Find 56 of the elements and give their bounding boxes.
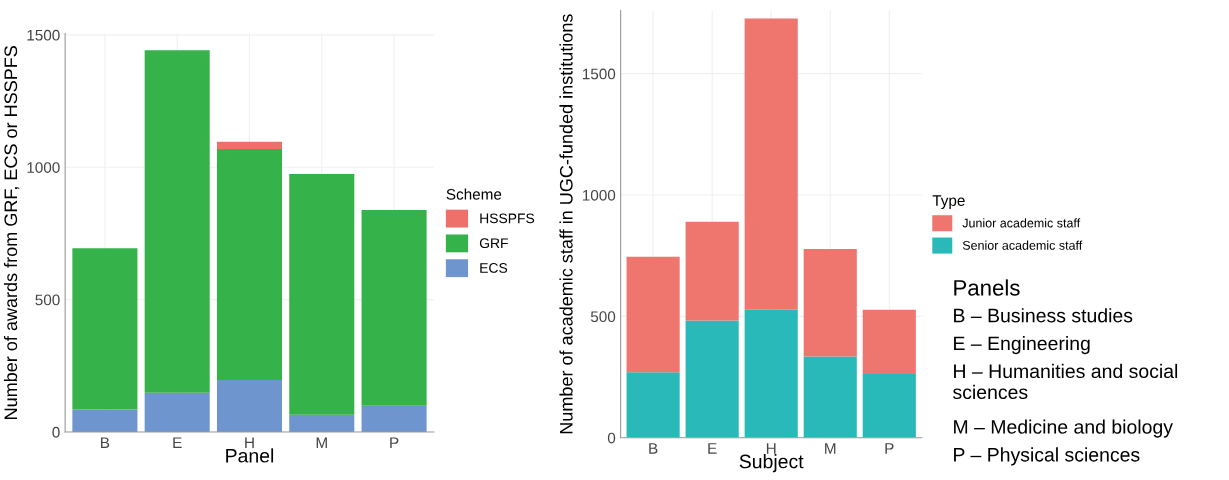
bar — [289, 173, 355, 415]
bar — [361, 405, 427, 432]
legend-title: Type — [932, 195, 965, 209]
y-tick-label: 500 — [35, 294, 60, 306]
bar — [289, 414, 355, 432]
y-tick-label: 1500 — [582, 68, 616, 80]
legend-label: Junior academic staff — [962, 218, 1081, 228]
bar — [862, 373, 916, 438]
bar — [626, 372, 680, 438]
bar — [685, 221, 739, 321]
y-tick-label: 0 — [52, 426, 60, 438]
text: M – Medicine and biology — [954, 419, 1173, 438]
x-tick-label: E — [173, 437, 182, 448]
bar — [744, 309, 798, 438]
bar — [216, 380, 283, 432]
x-tick-label: B — [101, 437, 110, 448]
bar — [803, 356, 857, 438]
x-tick-label: E — [708, 443, 717, 454]
y-tick-label: 500 — [590, 311, 616, 323]
bar — [744, 18, 798, 310]
y-tick-label: 1000 — [582, 189, 616, 201]
bar — [144, 50, 210, 393]
x-axis-title: Panel — [226, 448, 274, 463]
x-tick-label: M — [316, 437, 327, 448]
x-tick-label: B — [649, 443, 658, 454]
bar — [216, 149, 283, 381]
bar — [216, 141, 283, 150]
legend-title: Scheme — [446, 188, 502, 200]
bar — [72, 248, 138, 410]
x-tick-label: P — [390, 437, 399, 448]
y-axis-title: Number of awards from GRF, ECS or HSSPFS — [3, 46, 20, 419]
x-axis-title: Subject — [739, 454, 804, 473]
text: B – Business studies — [954, 308, 1133, 323]
bar — [803, 248, 857, 357]
bar — [361, 209, 427, 406]
bar — [862, 309, 916, 374]
x-tick-label: H — [766, 443, 776, 454]
bar — [685, 320, 739, 438]
text: P – Physical sciences — [954, 447, 1140, 466]
x-tick-label: H — [245, 437, 254, 448]
bar — [144, 392, 210, 432]
legend-label: GRF — [479, 238, 508, 249]
legend-label: HSSPFS — [480, 213, 535, 224]
text: E – Engineering — [954, 336, 1090, 355]
y-axis-title: Number of academic staff in UGC-funded institutions — [559, 14, 573, 434]
text: H – Humanities and social sciences — [953, 363, 1178, 400]
y-tick-label: 1500 — [27, 29, 60, 41]
legend-label: Senior academic staff — [962, 240, 1083, 250]
y-tick-label: 0 — [607, 432, 616, 444]
bar — [72, 409, 138, 432]
y-tick-label: 1000 — [27, 162, 60, 173]
bar — [626, 256, 680, 373]
text: Panels — [954, 279, 1020, 296]
x-tick-label: M — [825, 443, 836, 454]
legend-label: ECS — [480, 263, 508, 273]
x-tick-label: P — [885, 443, 894, 454]
